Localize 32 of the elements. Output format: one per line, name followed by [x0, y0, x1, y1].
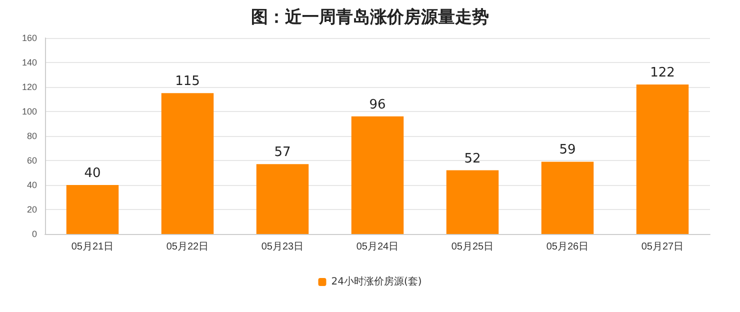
y-tick-label: 140	[22, 58, 37, 68]
y-tick-label: 0	[32, 229, 37, 239]
data-label: 115	[175, 74, 200, 90]
x-tick-label: 05月22日	[166, 242, 209, 252]
y-tick-label: 20	[26, 204, 37, 214]
bar	[161, 93, 214, 234]
data-label: 96	[369, 97, 386, 112]
bar	[636, 84, 689, 234]
y-tick-label: 80	[26, 131, 37, 141]
bar	[541, 162, 594, 234]
x-tick-label: 05月24日	[356, 242, 399, 252]
y-tick-label: 60	[26, 156, 37, 166]
y-tick-label: 160	[22, 33, 37, 43]
bar	[256, 164, 309, 234]
y-tick-label: 100	[22, 106, 37, 116]
x-tick-label: 05月26日	[546, 242, 589, 252]
data-label: 57	[274, 145, 291, 160]
bar	[66, 185, 119, 234]
bar	[446, 170, 499, 234]
legend-label: 24小时涨价房源(套)	[331, 276, 422, 288]
x-tick-label: 05月27日	[641, 242, 684, 252]
data-label: 52	[464, 151, 481, 166]
y-tick-label: 40	[26, 180, 37, 190]
chart-title: 图：近一周青岛涨价房源量走势	[251, 8, 489, 28]
data-label: 122	[650, 66, 675, 81]
data-label: 59	[559, 142, 576, 158]
y-tick-label: 120	[22, 82, 37, 92]
data-label: 40	[84, 166, 101, 181]
x-tick-label: 05月25日	[451, 242, 494, 252]
x-tick-label: 05月23日	[261, 242, 304, 252]
bar	[351, 116, 404, 234]
x-tick-label: 05月21日	[71, 242, 114, 252]
